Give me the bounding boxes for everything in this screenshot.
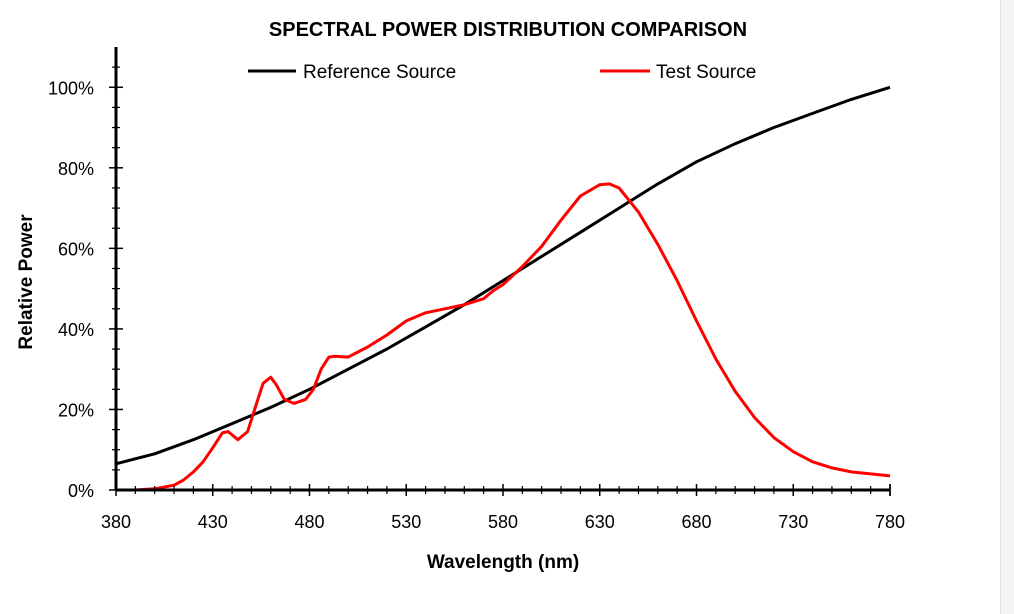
x-tick-label: 480 [294, 512, 324, 532]
x-tick-label: 530 [391, 512, 421, 532]
x-tick-label: 580 [488, 512, 518, 532]
x-tick-label: 730 [778, 512, 808, 532]
y-tick-label: 40% [58, 320, 94, 340]
x-tick-label: 680 [681, 512, 711, 532]
y-tick-label: 80% [58, 159, 94, 179]
x-tick-label: 430 [198, 512, 228, 532]
axes-layer [114, 47, 891, 496]
ticks-layer: 380 430 480 530 580 630 680 730 780 0% 20% 40% 60% 80… [48, 66, 905, 532]
y-tick-label: 0% [68, 481, 94, 501]
y-tick-label: 100% [48, 78, 94, 98]
x-tick-label: 780 [875, 512, 905, 532]
chart-title: SPECTRAL POWER DISTRIBUTION COMPARISON [269, 19, 747, 41]
side-panel [1000, 0, 1014, 614]
series-layer [115, 85, 891, 492]
x-tick-label: 630 [585, 512, 615, 532]
x-tick-label: 380 [101, 512, 131, 532]
y-tick-label: 20% [58, 400, 94, 420]
legend-label-test: Test Source [656, 62, 756, 83]
x-axis-title: Wavelength (nm) [427, 552, 579, 573]
plot-area: 380 430 480 530 580 630 680 730 780 0% 20% 40% 60% 80… [48, 47, 905, 532]
series-line-reference [115, 85, 891, 466]
legend: Reference Source Test Source [248, 62, 756, 83]
y-axis-title: Relative Power [16, 214, 37, 350]
y-tick-label: 60% [58, 239, 94, 259]
legend-label-reference: Reference Source [303, 62, 456, 83]
series-line-test [116, 182, 891, 492]
